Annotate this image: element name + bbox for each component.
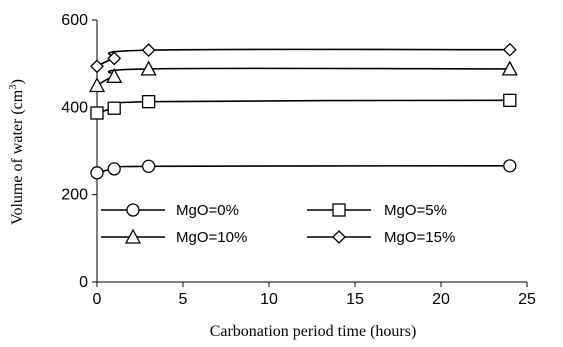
series-line — [96, 48, 510, 68]
legend-item: MgO=5% — [307, 202, 447, 219]
series-line — [96, 165, 510, 174]
data-point-square — [90, 106, 104, 120]
data-point-circle — [107, 162, 121, 176]
legend-item: MgO=15% — [307, 229, 455, 246]
data-point-circle — [503, 159, 517, 173]
x-axis-title: Carbonation period time (hours) — [210, 323, 417, 340]
data-point-triangle — [88, 77, 106, 93]
x-tick-label: 0 — [93, 291, 102, 308]
data-point-square — [503, 93, 517, 107]
x-tick-label: 10 — [260, 291, 278, 308]
data-point-diamond — [90, 59, 104, 74]
legend-item: MgO=10% — [101, 228, 247, 246]
legend-item: MgO=0% — [101, 202, 239, 219]
series-triangle — [88, 60, 518, 93]
legend-marker-diamond — [332, 230, 346, 244]
y-axis-title-close: ) — [9, 79, 26, 84]
legend-label: MgO=10% — [176, 229, 247, 246]
axes: 0 200 400 600 0 5 10 15 20 25 — [61, 12, 536, 308]
data-point-diamond — [107, 51, 122, 66]
y-tick-label: 400 — [61, 99, 88, 116]
series-square — [90, 93, 517, 120]
data-point-diamond — [502, 42, 517, 57]
series-circle — [90, 159, 517, 180]
data-point-circle — [90, 166, 104, 180]
y-axis-title-main: Volume of water (cm — [9, 89, 26, 225]
data-point-triangle — [140, 60, 157, 76]
legend-marker-triangle — [124, 228, 142, 244]
y-axis-title-sup: 3 — [7, 84, 19, 90]
data-point-circle — [141, 159, 156, 173]
data-point-triangle — [501, 60, 518, 76]
y-axis-title: Volume of water (cm3) — [7, 79, 26, 225]
series-layer — [88, 42, 518, 180]
series-line — [96, 67, 510, 87]
y-tick-label: 0 — [79, 274, 88, 291]
legend-marker-square — [332, 203, 346, 217]
data-point-diamond — [141, 43, 156, 58]
x-tick-label: 5 — [179, 291, 188, 308]
data-point-square — [107, 101, 121, 115]
legend-label: MgO=15% — [384, 229, 455, 246]
data-point-square — [141, 95, 156, 109]
x-tick-label: 25 — [518, 291, 536, 308]
legend-label: MgO=0% — [176, 202, 239, 219]
y-tick-label: 600 — [61, 12, 88, 29]
x-tick-label: 15 — [346, 291, 364, 308]
x-tick-label: 20 — [432, 291, 450, 308]
legend: MgO=0% MgO=5% MgO=10% MgO=15% — [101, 202, 455, 246]
legend-label: MgO=5% — [384, 202, 447, 219]
series-diamond — [90, 42, 517, 74]
legend-marker-circle — [126, 203, 140, 217]
y-tick-label: 200 — [61, 187, 88, 204]
data-point-triangle — [106, 67, 123, 83]
series-line — [96, 99, 510, 114]
